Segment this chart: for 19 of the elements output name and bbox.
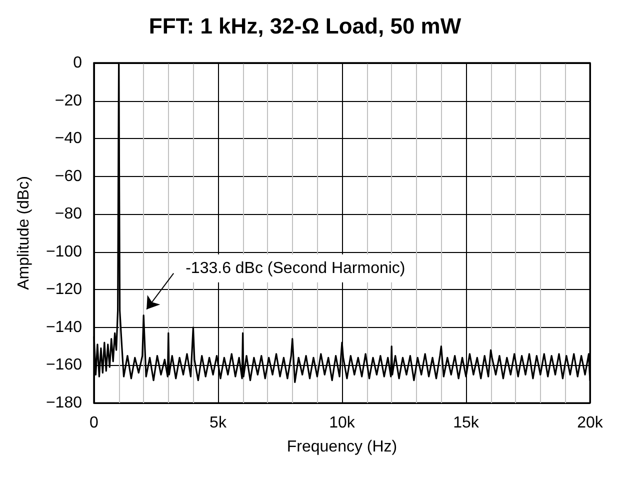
x-tick-label: 5k: [210, 414, 228, 432]
y-tick-label: −100: [46, 243, 82, 260]
chart-title: FFT: 1 kHz, 32-Ω Load, 50 mW: [148, 14, 462, 38]
y-tick-label: −160: [46, 356, 82, 374]
y-tick-label: −140: [46, 318, 82, 336]
y-tick-label: 0: [73, 54, 82, 72]
y-tick-label: −60: [54, 168, 82, 185]
y-tick-label: −80: [54, 206, 82, 223]
y-tick-label: −40: [54, 130, 82, 148]
y-tick-label: −20: [54, 92, 82, 110]
x-axis-title: Frequency (Hz): [286, 438, 398, 456]
x-tick-label: 20k: [577, 414, 604, 432]
x-tick-label: 0: [90, 414, 99, 432]
x-tick-label: 10k: [329, 414, 356, 432]
x-tick-label: 15k: [453, 414, 480, 432]
annotation: -133.6 dBc (Second Harmonic): [186, 260, 406, 277]
y-tick-label: −120: [46, 281, 82, 298]
y-tick-label: −180: [46, 394, 82, 412]
y-axis-title: Amplitude (dBc): [16, 176, 32, 290]
